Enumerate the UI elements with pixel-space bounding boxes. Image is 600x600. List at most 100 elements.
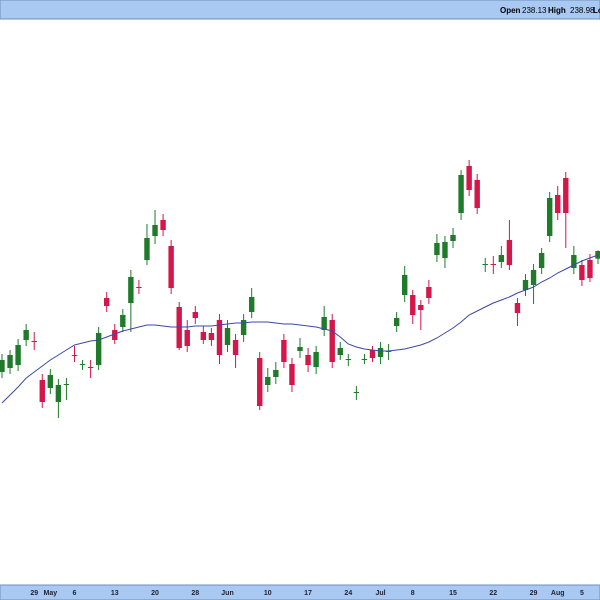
candle-body — [152, 225, 158, 236]
candle-body — [39, 380, 45, 402]
candle-body — [313, 352, 319, 367]
candle-body — [104, 298, 110, 306]
x-tick-label: Aug — [551, 590, 565, 597]
x-tick-label: 29 — [30, 590, 38, 597]
x-axis-bar — [0, 584, 600, 600]
candle-body — [265, 377, 271, 385]
candle-body — [273, 370, 279, 377]
candle-body — [95, 333, 102, 365]
candle-body — [240, 320, 247, 335]
candle-body — [434, 243, 440, 255]
header-value: 238.13 — [522, 6, 547, 15]
candle-body — [563, 178, 569, 213]
candle-body — [353, 392, 360, 393]
candle-body — [7, 355, 13, 368]
candle-body — [498, 255, 505, 262]
candle-body — [200, 332, 207, 340]
candle-body — [232, 340, 239, 355]
x-tick-label: 20 — [151, 590, 159, 597]
candle-body — [482, 264, 488, 265]
candle-body — [47, 375, 54, 388]
header-label: Lo — [593, 6, 600, 15]
candle-body — [587, 260, 593, 278]
x-tick-label: 5 — [580, 590, 584, 597]
candle-body — [216, 320, 223, 355]
candle-body — [337, 348, 343, 355]
candle-body — [369, 350, 376, 358]
candle-body — [466, 166, 472, 190]
x-tick-label: 13 — [111, 590, 119, 597]
candle-body — [410, 295, 416, 315]
candle-body — [15, 345, 21, 365]
x-tick-label: May — [44, 590, 58, 597]
x-tick-label: 8 — [411, 590, 415, 597]
candle-body — [184, 330, 190, 346]
candle-body — [538, 253, 545, 268]
candle-body — [31, 341, 37, 342]
candle-body — [0, 360, 5, 372]
candle-body — [136, 287, 142, 288]
candle-body — [426, 287, 432, 298]
candle-body — [418, 305, 424, 310]
candle-body — [248, 297, 255, 312]
header-label: High — [548, 6, 566, 15]
candle-body — [377, 348, 384, 357]
candle-body — [257, 358, 263, 406]
moving-average — [1, 254, 599, 404]
candle-body — [490, 264, 496, 265]
candle-body — [555, 195, 561, 213]
candle-body — [297, 347, 303, 351]
candle-body — [345, 359, 352, 360]
candle-body — [112, 330, 118, 340]
candle-body — [128, 277, 134, 303]
candle-body — [23, 330, 29, 340]
x-tick-label: 22 — [489, 590, 497, 597]
candle-body — [120, 315, 126, 327]
candle-body — [321, 317, 327, 330]
candle-body — [281, 340, 287, 362]
candle-body — [63, 384, 70, 385]
candle-body — [160, 220, 166, 230]
x-tick-label: Jul — [375, 590, 385, 597]
candle-body — [79, 364, 86, 365]
header-bar — [0, 0, 600, 20]
x-tick-label: 6 — [73, 590, 77, 597]
candle-body — [55, 385, 62, 402]
candle-body — [224, 328, 231, 345]
candle-body — [393, 318, 400, 326]
candle-body — [522, 280, 529, 290]
candle-body — [305, 355, 311, 365]
candle-body — [192, 312, 198, 318]
candle-body — [530, 270, 537, 285]
candle-body — [329, 320, 335, 362]
candle-body — [474, 180, 480, 208]
candle-body — [402, 275, 408, 295]
candle-body — [442, 242, 448, 258]
candle-body — [289, 364, 295, 385]
header-label: Open — [500, 6, 521, 15]
candle-body — [506, 240, 513, 265]
x-tick-label: 29 — [530, 590, 538, 597]
candle-body — [579, 265, 585, 280]
candle-body — [87, 367, 94, 368]
x-tick-label: Jun — [221, 590, 233, 597]
header-value: 238.98 — [570, 6, 595, 15]
candle-body — [144, 238, 150, 260]
candle-body — [514, 303, 521, 313]
candle-body — [450, 235, 456, 241]
candle-body — [71, 355, 78, 356]
candle-body — [571, 255, 577, 268]
x-tick-label: 10 — [264, 590, 272, 597]
candle-body — [168, 246, 174, 288]
x-tick-label: 24 — [344, 590, 352, 597]
candle-body — [546, 198, 553, 236]
x-tick-label: 17 — [304, 590, 312, 597]
candle-body — [361, 359, 368, 360]
x-tick-label: 15 — [449, 590, 457, 597]
candle-body — [458, 175, 464, 213]
x-tick-label: 28 — [191, 590, 199, 597]
candle-body — [208, 333, 215, 340]
